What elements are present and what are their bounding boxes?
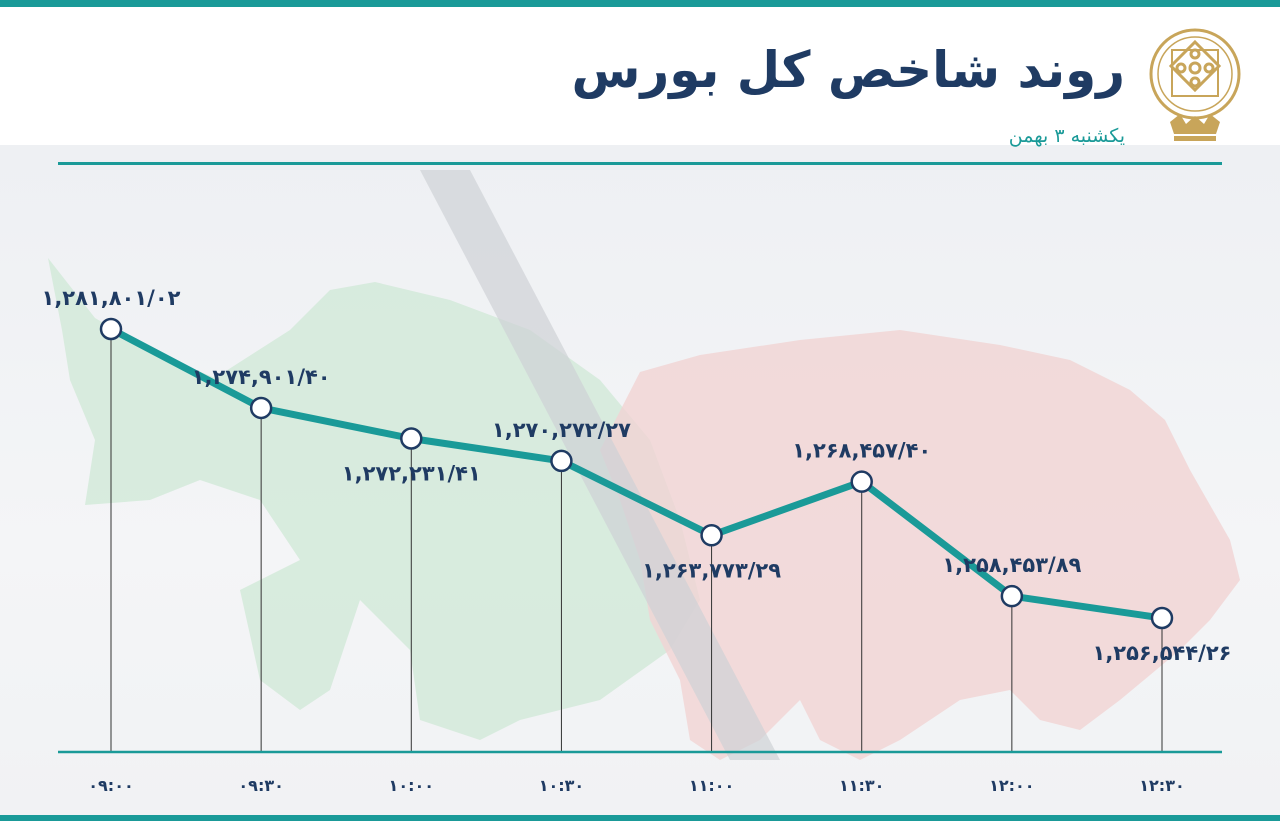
data-label: ۱,۲۵۶,۵۴۴/۲۶	[1093, 641, 1232, 665]
background-shapes	[48, 170, 1240, 760]
data-point	[99, 317, 123, 341]
slash-shape	[420, 170, 780, 760]
data-point	[249, 396, 273, 420]
data-point	[850, 470, 873, 493]
x-tick-label: ۱۰:۰۰	[389, 776, 434, 795]
stock-exchange-emblem-icon	[1149, 28, 1241, 141]
x-tick-label: ۰۹:۰۰	[88, 776, 133, 795]
data-label: ۱,۲۷۰,۲۷۲/۲۷	[492, 418, 631, 442]
blank-panel	[0, 7, 444, 143]
data-label: ۱,۲۸۱,۸۰۱/۰۲	[42, 286, 181, 310]
data-point	[1000, 584, 1024, 608]
data-label: ۱,۲۵۸,۴۵۳/۸۹	[942, 553, 1081, 577]
data-label: ۱,۲۶۸,۴۵۷/۴۰	[792, 439, 931, 463]
chart-layer: ۱,۲۸۱,۸۰۱/۰۲ ۱,۲۷۴,۹۰۱/۴۰ ۱,۲۷۲,۲۳۱/۴۱ ۱,۲۷…	[42, 286, 1232, 795]
x-tick-label: ۱۲:۳۰	[1139, 776, 1184, 795]
bottom-accent-bar	[0, 815, 1280, 821]
top-accent-bar	[0, 0, 1280, 7]
data-label: ۱,۲۷۲,۲۳۱/۴۱	[342, 462, 481, 486]
header-divider	[58, 162, 1222, 165]
data-point	[1150, 606, 1174, 630]
data-point	[400, 427, 423, 450]
x-tick-label: ۱۰:۳۰	[539, 776, 584, 795]
date-subtitle: یکشنبه ۳ بهمن	[1008, 125, 1125, 147]
x-tick-label: ۱۱:۳۰	[839, 776, 884, 795]
x-tick-label: ۰۹:۳۰	[238, 776, 283, 795]
data-point	[700, 524, 723, 547]
bear-silhouette-icon	[600, 330, 1240, 760]
x-tick-label: ۱۱:۰۰	[689, 776, 734, 795]
x-tick-label: ۱۲:۰۰	[989, 776, 1034, 795]
page-title: روند شاخص کل بورس	[571, 41, 1125, 99]
series-line	[107, 325, 1166, 622]
data-label: ۱,۲۷۴,۹۰۱/۴۰	[192, 365, 331, 389]
data-point	[550, 449, 573, 473]
data-label: ۱,۲۶۳,۷۷۳/۲۹	[642, 558, 781, 582]
